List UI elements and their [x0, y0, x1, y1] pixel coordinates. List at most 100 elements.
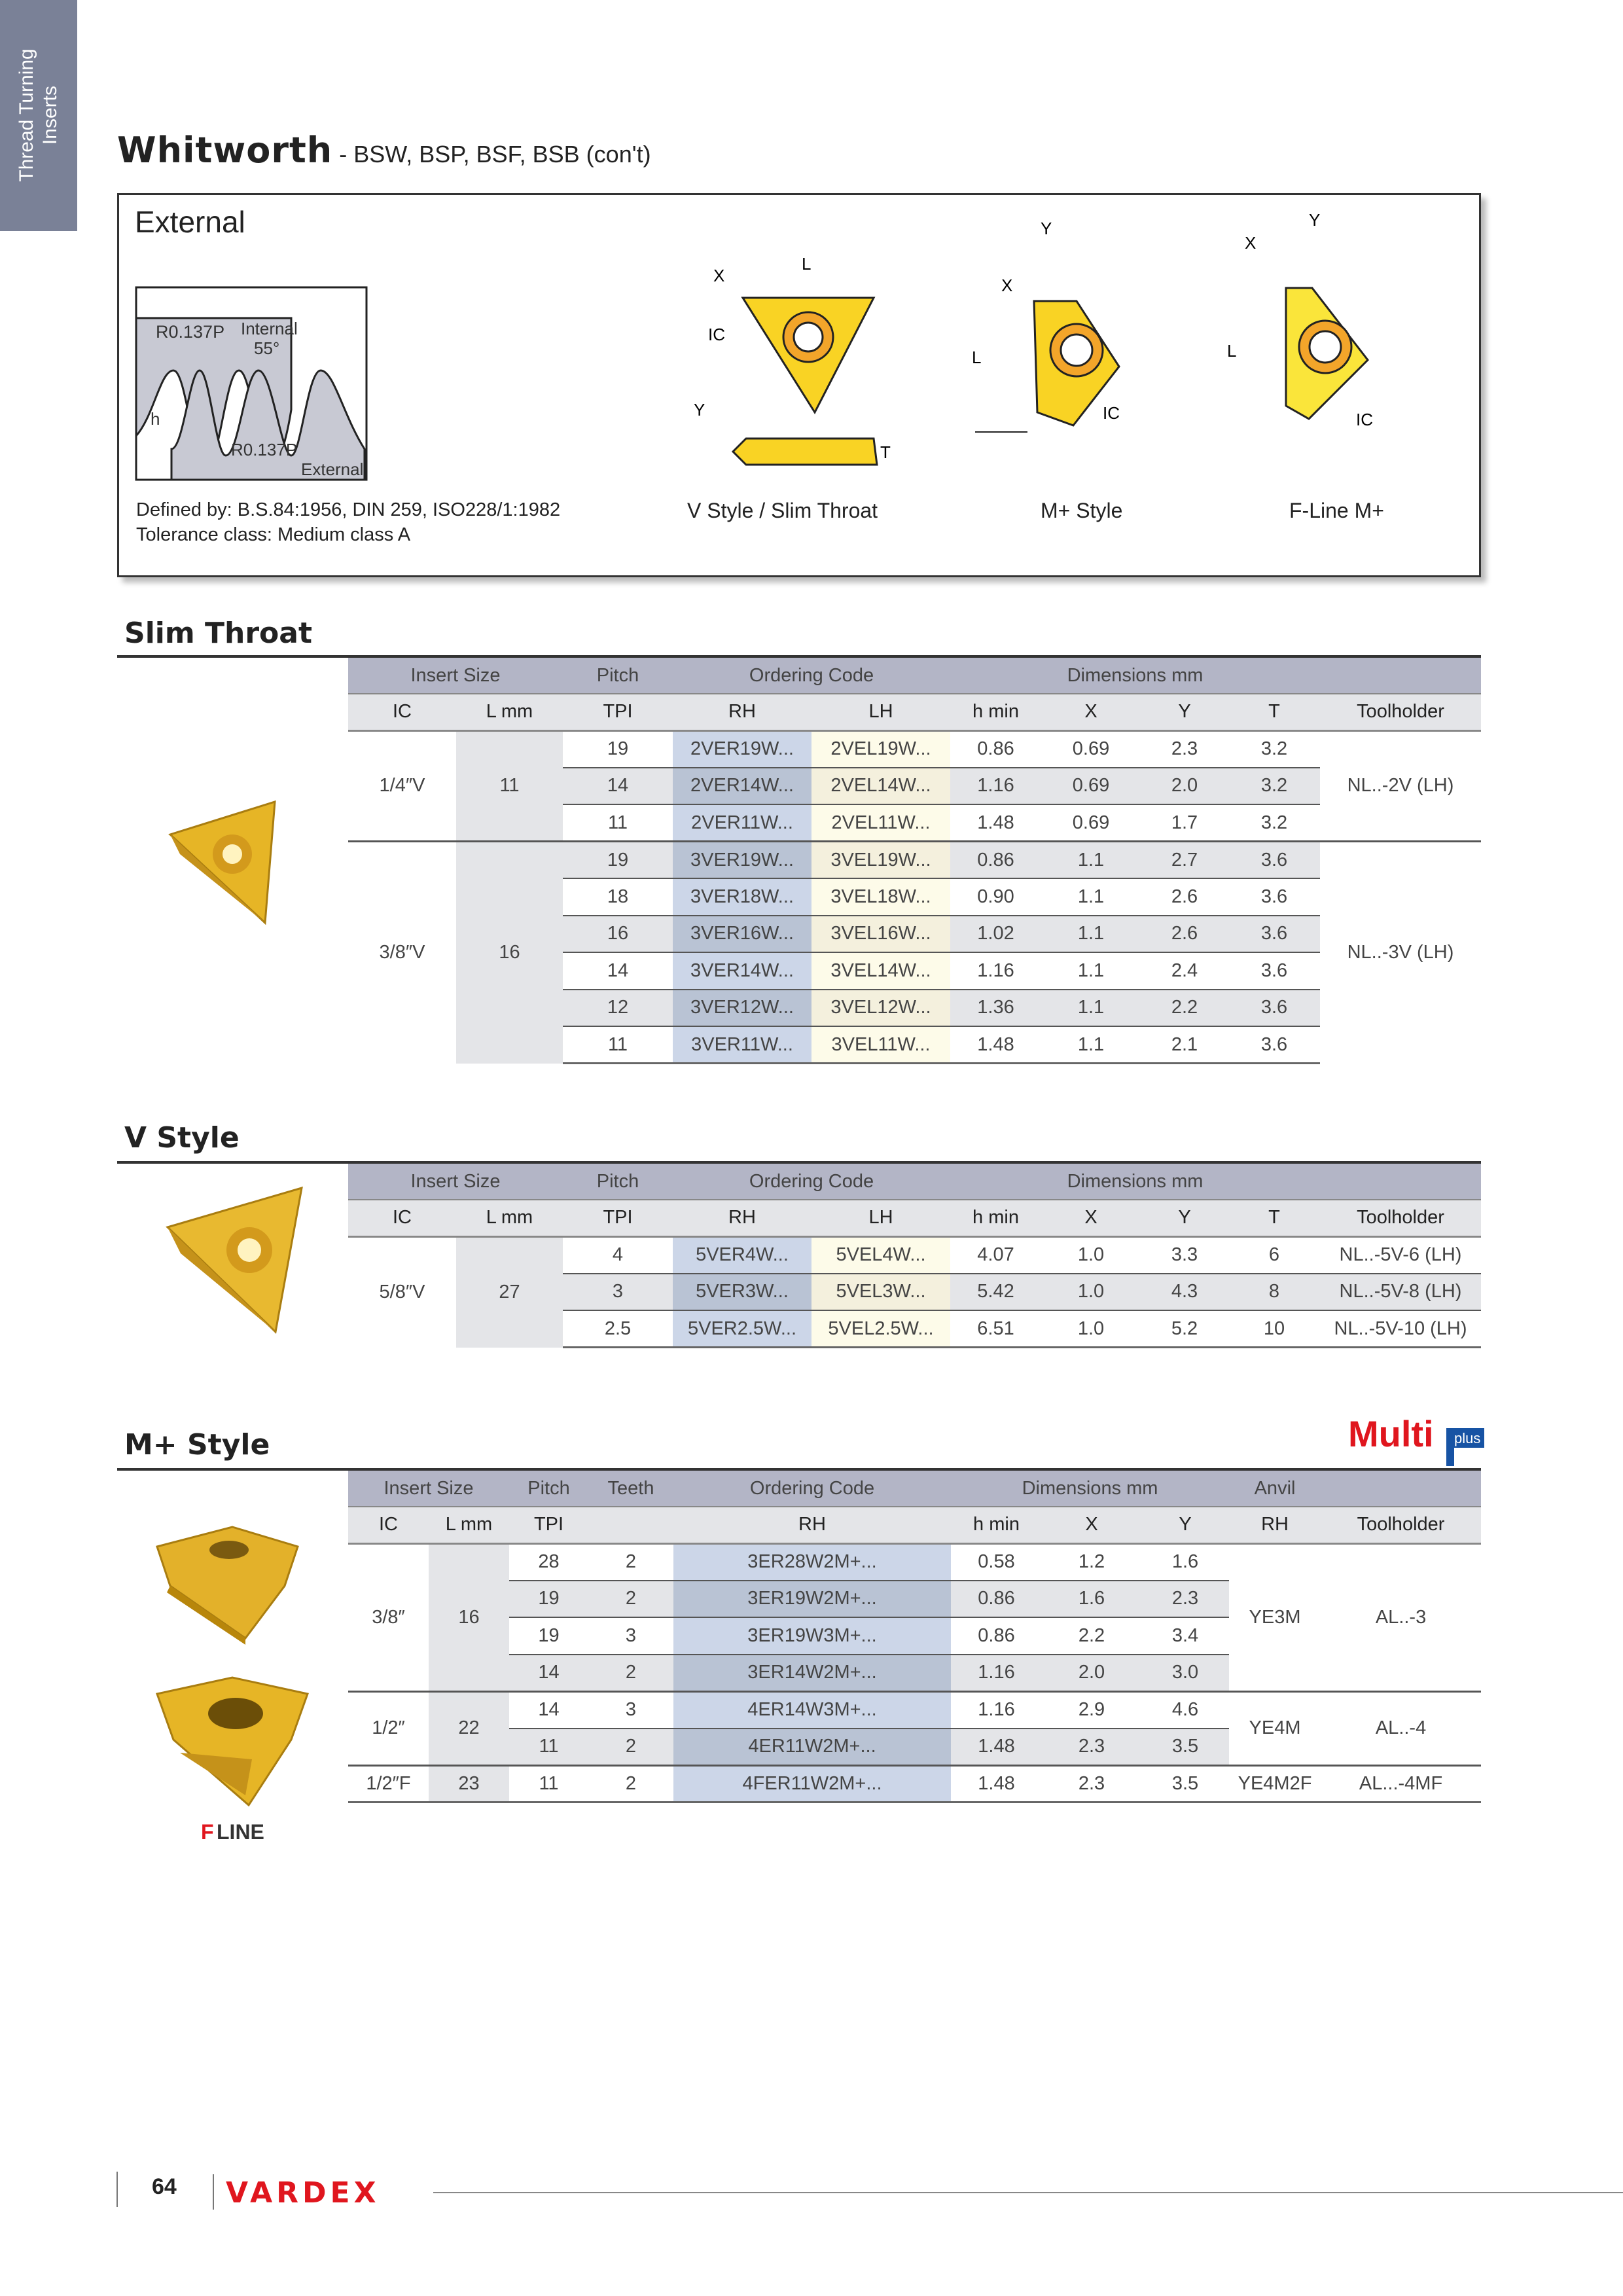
- cell-hmin: 1.16: [951, 1653, 1042, 1691]
- cell-y: 2.3: [1141, 1579, 1230, 1617]
- cell-rh: 4ER11W2M+...: [673, 1727, 951, 1765]
- cell-hmin: 1.48: [951, 1764, 1042, 1803]
- header-group-row: Insert Size Pitch Teeth Ordering Code Dimens…: [348, 1471, 1482, 1507]
- cell-rh: 5VER4W...: [673, 1236, 812, 1274]
- cell-lh: 3VEL12W...: [812, 988, 950, 1026]
- section-tab-line1: Thread Turning: [16, 48, 37, 182]
- column-header: RH: [673, 1507, 951, 1545]
- cell-rh: 3VER14W...: [673, 952, 812, 990]
- profile-r-bottom: R0.137P: [231, 440, 297, 459]
- cell-tpi: 19: [509, 1579, 588, 1617]
- column-header: Y: [1141, 1507, 1230, 1545]
- cell-hmin: 1.16: [950, 952, 1041, 990]
- column-header: X: [1042, 1507, 1141, 1545]
- cell-lh: 5VEL4W...: [812, 1236, 950, 1274]
- cell-tpi: 14: [563, 766, 673, 804]
- cell-t: 3.6: [1228, 952, 1320, 990]
- cell-hmin: 1.48: [951, 1727, 1042, 1765]
- column-header: RH: [1229, 1507, 1321, 1545]
- cell-y: 2.6: [1141, 914, 1228, 952]
- cell-rh: 3ER19W2M+...: [673, 1579, 951, 1617]
- cell-hmin: 0.58: [978, 1551, 1015, 1572]
- cell-rh: 3VER19W...: [673, 840, 812, 878]
- svg-text:VARDEX: VARDEX: [226, 2176, 380, 2209]
- cell-x: 1.1: [1041, 840, 1141, 878]
- dim-y: Y: [694, 400, 705, 420]
- group-cell-0: NL..-2V (LH): [1347, 775, 1454, 797]
- cell-hmin: 4.07: [977, 1244, 1014, 1265]
- cell-teeth: 2: [588, 1653, 673, 1691]
- m-plus-insert-diagram: Y X L IC: [972, 219, 1120, 433]
- insert-ic: 3/8″V: [348, 840, 456, 1064]
- column-header: T: [1228, 1200, 1320, 1238]
- header-group: Dimensions mm: [950, 1164, 1320, 1200]
- cell-y: 4.6: [1141, 1690, 1230, 1729]
- insert-ic: 1/4″V: [379, 775, 425, 797]
- column-header: T: [1228, 694, 1320, 732]
- column-header: IC: [348, 1507, 429, 1545]
- cell-rh: 3VER18W...: [673, 878, 812, 916]
- header-group: Teeth: [588, 1471, 673, 1507]
- cell-tpi: 19: [563, 840, 673, 878]
- divider: [117, 1161, 1481, 1164]
- cell-x: 1.1: [1041, 952, 1141, 990]
- cell-tpi: 14: [563, 952, 673, 990]
- cell-lh: 2VEL14W...: [812, 766, 950, 804]
- cell-y: 2.2: [1141, 988, 1228, 1026]
- column-header: X: [1041, 1200, 1141, 1238]
- cell-hmin: 1.16: [950, 766, 1041, 804]
- dim-ic: IC: [1356, 410, 1373, 429]
- profile-r-top: R0.137P: [156, 322, 224, 342]
- cell-hmin: 1.48: [950, 1026, 1041, 1064]
- external-box-title: External: [135, 205, 245, 239]
- cell-t: 3.2: [1260, 738, 1288, 759]
- page-title-sub: - BSW, BSP, BSF, BSB (con't): [332, 141, 651, 168]
- insert-length: 11: [456, 730, 563, 842]
- column-header: Toolholder: [1321, 1507, 1482, 1545]
- cell-lh: 2VEL19W...: [812, 730, 950, 768]
- v-style-heading: V Style: [124, 1121, 240, 1155]
- cell-x: 0.69: [1072, 738, 1110, 759]
- dim-x: X: [1001, 276, 1012, 295]
- cell-tpi: 2.5: [563, 1310, 673, 1348]
- dim-x: X: [1245, 233, 1256, 253]
- table-row: 14 2VER14W... 2VEL14W... 1.16 0.69 2.0 3.2: [348, 766, 1481, 804]
- cell-y: 2.0: [1141, 766, 1228, 804]
- cell-rh: 3ER28W2M+...: [673, 1543, 951, 1581]
- column-header: RH: [673, 1200, 812, 1238]
- cell-t: 3.6: [1228, 1026, 1320, 1064]
- column-header: TPI: [563, 694, 673, 732]
- defined-by-text: Defined by: B.S.84:1956, DIN 259, ISO228…: [136, 499, 561, 520]
- cell-rh: 3VER16W...: [673, 914, 812, 952]
- header-group: Dimensions mm: [950, 658, 1320, 694]
- cell-toolholder: NL..-5V-10 (LH): [1320, 1310, 1481, 1348]
- cell-rh: 4ER14W3M+...: [673, 1690, 951, 1729]
- cell-tpi: 19: [607, 738, 629, 759]
- cell-teeth: 2: [588, 1764, 673, 1803]
- dim-y: Y: [1309, 210, 1320, 230]
- insert-length: 16: [429, 1543, 509, 1691]
- cell-lh: 5VEL3W...: [812, 1272, 950, 1310]
- insert-length: 23: [429, 1764, 509, 1803]
- section-tab: Thread Turning Inserts: [0, 0, 77, 231]
- cell-t: 10: [1228, 1310, 1320, 1348]
- insert-ic: 1/2″: [348, 1690, 429, 1765]
- column-header: [588, 1507, 673, 1545]
- cell-rh: 3VER11W...: [673, 1026, 812, 1064]
- cell-tpi: 4: [612, 1244, 624, 1265]
- cell-y: 4.3: [1141, 1272, 1228, 1310]
- cell-t: 3.6: [1228, 840, 1320, 878]
- profile-h: h: [151, 409, 160, 429]
- column-header-row: IC L mm TPI RH LH h min X Y T Toolholder: [348, 694, 1481, 732]
- table-row: 3/8″V 16 19 3VER19W... 3VEL19W... 0.86 1.1 2.7 3…: [348, 840, 1481, 1064]
- divider: [117, 1468, 1481, 1471]
- cell-tpi: 3: [563, 1272, 673, 1310]
- cell-t: 3.6: [1228, 988, 1320, 1026]
- cell-tpi: 11: [563, 1026, 673, 1064]
- section-tab-line2: Inserts: [39, 85, 61, 145]
- cell-t: 3.6: [1228, 914, 1320, 952]
- cell-tpi: 14: [509, 1653, 588, 1691]
- v-style-insert-image: [166, 1186, 303, 1335]
- column-header: Y: [1141, 1200, 1228, 1238]
- vardex-logo: VARDEX: [226, 2176, 380, 2209]
